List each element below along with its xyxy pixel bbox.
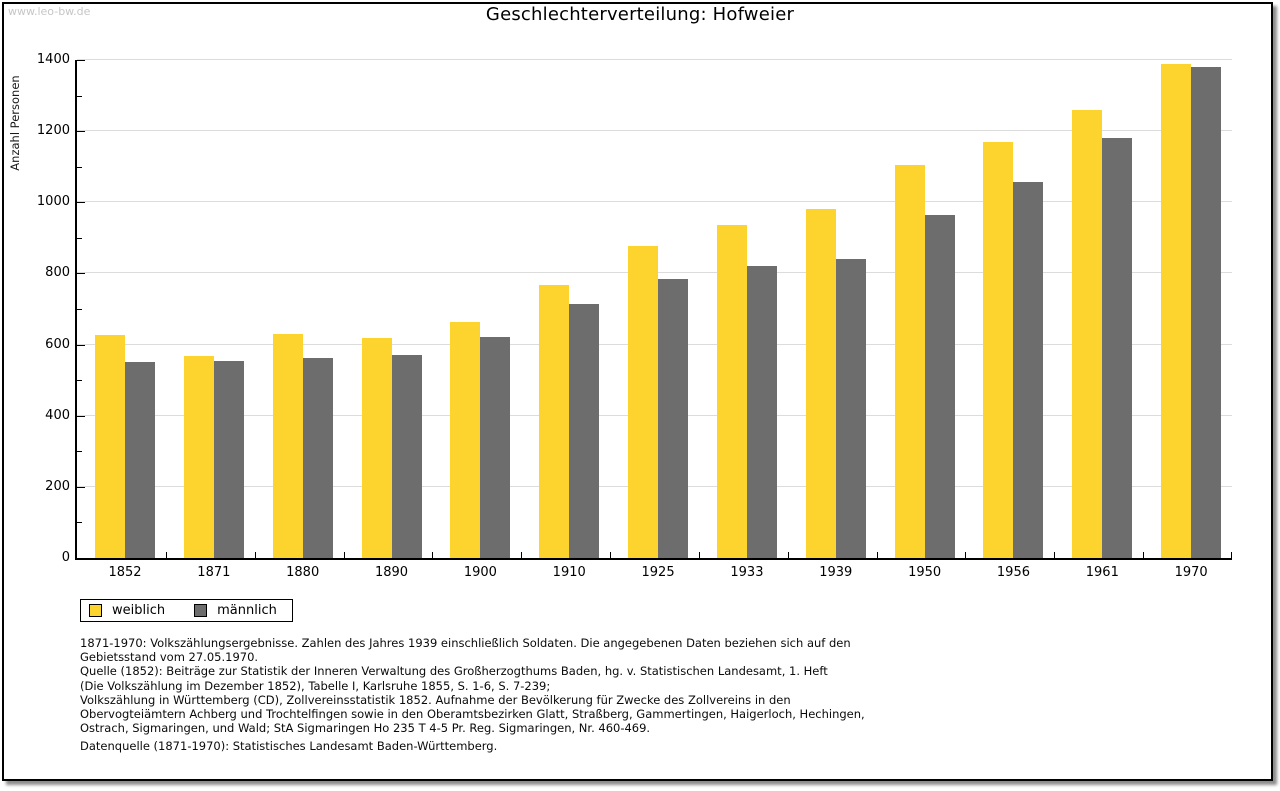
y-tick-label-1000: 1000	[36, 194, 70, 210]
y-tick-minor-100	[77, 522, 82, 524]
y-tick-minor-300	[77, 451, 82, 453]
bar-männlich-1933	[746, 265, 777, 558]
y-tick-label-800: 800	[45, 265, 70, 281]
x-axis-label-1939: 1939	[819, 565, 853, 580]
bar-weiblich-1950	[894, 165, 925, 558]
footnote-line-4: (Die Volkszählung im Dezember 1852), Tab…	[80, 678, 551, 693]
x-axis-label-1890: 1890	[374, 565, 409, 580]
x-tick-2	[254, 552, 256, 558]
plot-area	[75, 59, 1232, 560]
watermark-url: www.leo-bw.de	[8, 5, 91, 18]
y-tick-minor-500	[77, 380, 82, 382]
bar-männlich-1890	[391, 354, 422, 558]
footnote-line-6: Obervogteiämtern Achberg und Trochtelfin…	[80, 707, 865, 722]
y-tick-major-800	[77, 273, 85, 275]
bar-weiblich-1890	[361, 338, 392, 558]
x-tick-5	[521, 552, 523, 558]
bar-weiblich-1925	[628, 246, 659, 558]
y-tick-major-1000	[77, 202, 85, 204]
bar-männlich-1939	[835, 258, 866, 558]
y-tick-label-1400: 1400	[36, 52, 70, 67]
y-tick-major-600	[77, 344, 85, 346]
x-axis-label-1956: 1956	[996, 565, 1030, 580]
bar-weiblich-1933	[716, 224, 747, 558]
y-tick-minor-900	[77, 237, 82, 239]
datasource-line: Datenquelle (1871-1970): Statistisches L…	[80, 739, 498, 753]
legend: weiblich männlich	[80, 599, 293, 622]
bar-männlich-1880	[302, 358, 333, 558]
x-tick-6	[610, 552, 612, 558]
x-tick-10	[965, 552, 967, 558]
bar-männlich-1871	[213, 361, 244, 558]
bar-männlich-1950	[924, 215, 955, 558]
bar-weiblich-1910	[539, 285, 570, 558]
y-tick-major-400	[77, 415, 85, 417]
x-axis-label-1961: 1961	[1085, 565, 1119, 580]
bar-weiblich-1939	[805, 209, 836, 558]
legend-label-maennlich: männlich	[217, 603, 277, 618]
bar-weiblich-1970	[1161, 63, 1192, 558]
bar-männlich-1961	[1102, 137, 1133, 558]
y-tick-minor-700	[77, 309, 82, 310]
legend-swatch-maennlich	[194, 604, 208, 617]
x-tick-11	[1054, 552, 1056, 558]
bar-weiblich-1961	[1072, 110, 1103, 558]
bar-männlich-1852	[125, 361, 155, 558]
legend-label-weiblich: weiblich	[112, 603, 166, 618]
x-tick-4	[432, 552, 434, 558]
x-tick-12	[1143, 552, 1145, 558]
y-tick-minor-1100	[77, 166, 82, 168]
y-tick-label-600: 600	[45, 336, 70, 352]
y-tick-label-1200: 1200	[36, 123, 70, 139]
x-tick-13	[1231, 552, 1232, 558]
bar-männlich-1970	[1191, 67, 1222, 558]
gridline-1000	[77, 201, 1232, 203]
x-tick-1	[165, 552, 167, 558]
x-axis-label-1933: 1933	[730, 565, 764, 580]
x-tick-3	[343, 552, 345, 558]
x-axis-label-1871: 1871	[197, 565, 231, 580]
bar-männlich-1956	[1013, 181, 1044, 558]
bar-männlich-1900	[480, 336, 511, 558]
x-axis-label-1910: 1910	[552, 565, 586, 580]
y-tick-label-400: 400	[45, 407, 70, 423]
y-tick-major-1200	[77, 131, 85, 133]
legend-swatch-weiblich	[89, 604, 102, 617]
footnotes: 1871-1970: Volkszählungsergebnisse. Zahl…	[80, 636, 1200, 735]
footnote-line-2: Gebietsstand vom 27.05.1970.	[80, 650, 259, 665]
gridline-1200	[77, 130, 1232, 132]
y-tick-major-200	[77, 486, 85, 488]
bar-weiblich-1871	[183, 355, 214, 558]
y-tick-major-1400	[77, 60, 85, 61]
y-tick-label-200: 200	[45, 478, 70, 494]
footnote-line-5: Volkszählung in Württemberg (CD), Zollve…	[80, 692, 791, 707]
bar-weiblich-1956	[983, 141, 1014, 558]
bar-männlich-1910	[569, 304, 600, 558]
footnote-line-3: Quelle (1852): Beiträge zur Statistik de…	[80, 664, 828, 679]
footnote-line-1: 1871-1970: Volkszählungsergebnisse. Zahl…	[80, 636, 851, 650]
x-axis-label-1852: 1852	[108, 565, 142, 580]
chart-title: Geschlechterverteilung: Hofweier	[485, 4, 795, 25]
x-axis-label-1880: 1880	[286, 565, 320, 580]
x-tick-8	[787, 552, 789, 558]
x-tick-9	[876, 552, 878, 558]
footnote-line-7: Ostrach, Sigmaringen, und Wald; StA Sigm…	[80, 721, 651, 736]
y-tick-minor-1300	[77, 95, 82, 97]
gridline-1400	[77, 59, 1232, 60]
y-tick-label-0: 0	[61, 550, 70, 565]
x-axis-label-1900: 1900	[463, 565, 497, 580]
x-axis-label-1950: 1950	[908, 565, 942, 580]
bar-weiblich-1880	[272, 334, 303, 558]
bar-männlich-1925	[658, 279, 689, 558]
x-axis-label-1970: 1970	[1174, 565, 1208, 580]
x-axis-label-1925: 1925	[641, 565, 675, 580]
x-tick-7	[698, 552, 700, 558]
bar-weiblich-1900	[450, 322, 481, 558]
bar-weiblich-1852	[95, 334, 125, 558]
